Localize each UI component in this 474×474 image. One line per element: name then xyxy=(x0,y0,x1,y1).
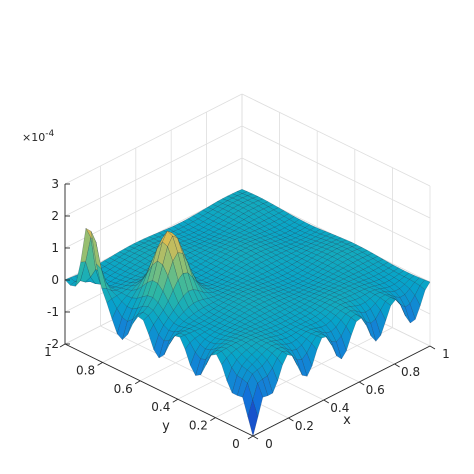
z-tick-label: -1 xyxy=(47,305,59,319)
x-tick-label: 0.6 xyxy=(366,383,385,397)
x-tick-label: 0.2 xyxy=(295,419,314,433)
z-tick-label: 3 xyxy=(51,177,59,191)
x-tick-label: 0.4 xyxy=(330,401,349,415)
x-tick-mark xyxy=(358,381,365,386)
y-tick-mark xyxy=(59,343,66,348)
z-tick-label: 1 xyxy=(51,241,59,255)
y-tick-label: 0.6 xyxy=(114,382,133,396)
back-wall-gridline xyxy=(64,93,243,185)
back-wall-gridline xyxy=(64,157,243,249)
x-tick-label: 1 xyxy=(442,347,450,361)
z-tick-label: 2 xyxy=(51,209,59,223)
y-tick-mark xyxy=(210,417,216,421)
y-tick-label: 0.4 xyxy=(151,400,170,414)
z-tick-label: 0 xyxy=(51,273,59,287)
x-tick-mark xyxy=(394,363,400,368)
y-tick-mark xyxy=(172,398,179,403)
back-wall-gridline xyxy=(241,93,431,187)
y-axis-label: y xyxy=(162,419,170,434)
x-tick-mark xyxy=(323,399,330,404)
back-wall-gridline xyxy=(241,157,431,251)
x-tick-label: 0.8 xyxy=(401,365,420,379)
surface-patch xyxy=(247,399,259,437)
x-tick-mark xyxy=(252,435,259,440)
x-axis-line xyxy=(252,345,431,437)
x-tick-label: 0 xyxy=(265,437,273,451)
surface-mesh xyxy=(64,189,431,437)
y-tick-mark xyxy=(134,380,141,385)
back-wall-gridline xyxy=(241,125,431,219)
x-tick-mark xyxy=(288,417,294,422)
z-tick-label: -2 xyxy=(47,337,59,351)
y-tick-label: 0.8 xyxy=(76,363,95,377)
y-tick-label: 0.2 xyxy=(189,419,208,433)
y-tick-label: 1 xyxy=(44,345,52,359)
back-wall-gridline xyxy=(64,125,243,217)
y-tick-label: 0 xyxy=(232,437,240,451)
y-axis-line xyxy=(64,343,254,437)
z-exponent-label: ×10-4 xyxy=(22,129,54,144)
y-tick-mark xyxy=(97,362,103,366)
y-tick-mark xyxy=(247,435,254,440)
x-axis-label: x xyxy=(343,413,351,428)
x-tick-mark xyxy=(429,345,436,350)
